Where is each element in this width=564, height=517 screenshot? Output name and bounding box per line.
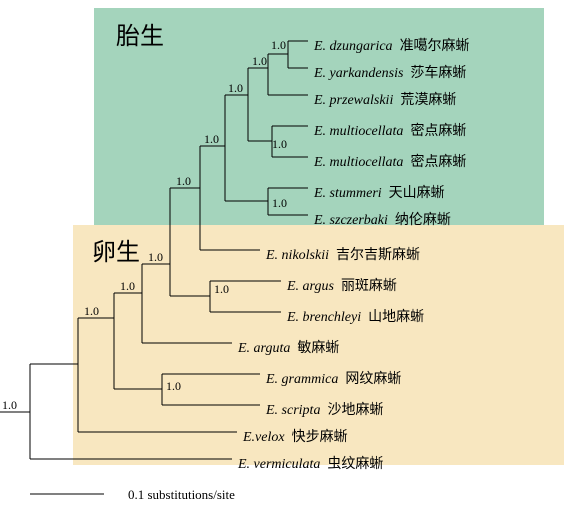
support-value: 1.0 — [228, 81, 243, 96]
taxon-arguta: E. arguta 敏麻蜥 — [238, 337, 339, 357]
taxon-latin: E. dzungarica — [314, 39, 393, 54]
taxon-cjk: 沙地麻蜥 — [327, 403, 383, 418]
support-value: 1.0 — [271, 38, 286, 53]
taxon-latin: E. szczerbaki — [314, 213, 388, 228]
taxon-scripta: E. scripta 沙地麻蜥 — [266, 399, 383, 419]
scale-label: 0.1 substitutions/site — [128, 487, 235, 503]
taxon-latin: E. multiocellata — [314, 155, 403, 170]
taxon-argus: E. argus 丽斑麻蜥 — [287, 275, 397, 295]
taxon-latin: E. nikolskii — [266, 248, 329, 263]
taxon-latin: E. argus — [287, 279, 334, 294]
taxon-nikolskii: E. nikolskii 吉尔吉斯麻蜥 — [266, 244, 420, 264]
taxon-przewalskii: E. przewalskii 荒漠麻蜥 — [314, 89, 456, 109]
taxon-cjk: 密点麻蜥 — [410, 155, 466, 170]
taxon-cjk: 敏麻蜥 — [297, 341, 339, 356]
support-value: 1.0 — [176, 174, 191, 189]
support-value: 1.0 — [204, 132, 219, 147]
taxon-cjk: 密点麻蜥 — [410, 124, 466, 139]
taxon-cjk: 山地麻蜥 — [368, 310, 424, 325]
taxon-szczerbaki: E. szczerbaki 纳伦麻蜥 — [314, 209, 451, 229]
taxon-brenchleyi: E. brenchleyi 山地麻蜥 — [287, 306, 424, 326]
taxon-cjk: 荒漠麻蜥 — [400, 93, 456, 108]
support-value: 1.0 — [214, 282, 229, 297]
taxon-cjk: 纳伦麻蜥 — [395, 213, 451, 228]
taxon-dzungarica: E. dzungarica 准噶尔麻蜥 — [314, 35, 470, 55]
support-value: 1.0 — [148, 250, 163, 265]
support-value: 1.0 — [252, 54, 267, 69]
support-value: 1.0 — [166, 379, 181, 394]
taxon-latin: E. grammica — [266, 372, 338, 387]
support-value: 1.0 — [120, 279, 135, 294]
taxon-latin: E. multiocellata — [314, 124, 403, 139]
taxon-multiocellata2: E. multiocellata 密点麻蜥 — [314, 151, 466, 171]
taxon-latin: E. przewalskii — [314, 93, 393, 108]
taxon-latin: E. arguta — [238, 341, 290, 356]
taxon-cjk: 天山麻蜥 — [389, 186, 445, 201]
taxon-grammica: E. grammica 网纹麻蜥 — [266, 368, 401, 388]
taxon-stummeri: E. stummeri 天山麻蜥 — [314, 182, 445, 202]
taxon-vermiculata: E. vermiculata 虫纹麻蜥 — [238, 453, 383, 473]
taxon-cjk: 虫纹麻蜥 — [327, 457, 383, 472]
taxon-latin: E. yarkandensis — [314, 66, 403, 81]
support-value: 1.0 — [2, 398, 17, 413]
taxon-multiocellata1: E. multiocellata 密点麻蜥 — [314, 120, 466, 140]
taxon-cjk: 莎车麻蜥 — [410, 66, 466, 81]
support-value: 1.0 — [84, 304, 99, 319]
taxon-cjk: 网纹麻蜥 — [345, 372, 401, 387]
taxon-latin: E. vermiculata — [238, 457, 320, 472]
taxon-latin: E. brenchleyi — [287, 310, 361, 325]
taxon-cjk: 快步麻蜥 — [292, 430, 348, 445]
taxon-cjk: 准噶尔麻蜥 — [400, 39, 470, 54]
taxon-cjk: 吉尔吉斯麻蜥 — [336, 248, 420, 263]
support-value: 1.0 — [272, 196, 287, 211]
taxon-yarkandensis: E. yarkandensis 莎车麻蜥 — [314, 62, 466, 82]
taxon-latin: E.velox — [243, 430, 285, 445]
taxon-velox: E.velox 快步麻蜥 — [243, 426, 348, 446]
taxon-latin: E. scripta — [266, 403, 320, 418]
taxon-latin: E. stummeri — [314, 186, 382, 201]
support-value: 1.0 — [272, 137, 287, 152]
taxon-cjk: 丽斑麻蜥 — [341, 279, 397, 294]
phylo-figure: 胎生卵生E. dzungarica 准噶尔麻蜥E. yarkandensis 莎… — [0, 0, 564, 517]
